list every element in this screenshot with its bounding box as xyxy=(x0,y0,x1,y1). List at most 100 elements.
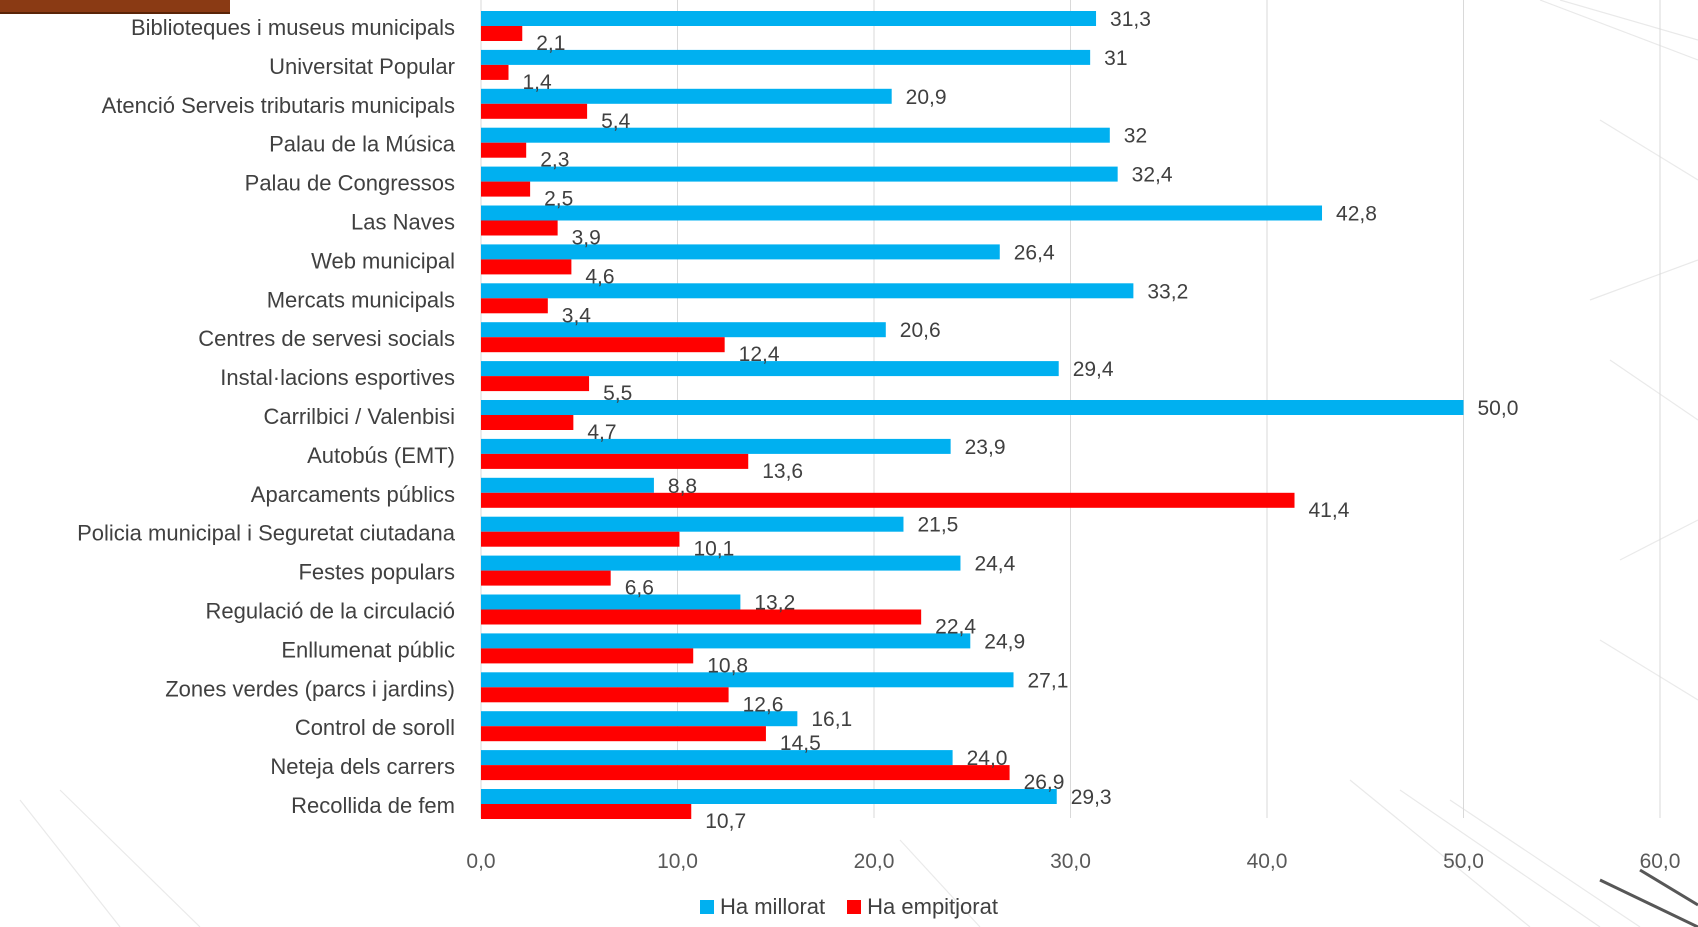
category-label: Zones verdes (parcs i jardins) xyxy=(165,676,455,701)
data-label-worsened: 13,6 xyxy=(762,460,803,483)
bar-worsened xyxy=(481,726,766,742)
legend-item-worsened: Ha empitjorat xyxy=(847,894,998,920)
data-label-worsened: 1,4 xyxy=(523,71,553,94)
legend-label-improved: Ha millorat xyxy=(720,894,826,919)
bar-improved xyxy=(481,322,886,338)
bar-worsened xyxy=(481,298,548,314)
data-label-improved: 16,1 xyxy=(811,708,852,731)
bar-improved xyxy=(481,750,953,766)
data-label-worsened: 3,4 xyxy=(562,304,592,327)
data-label-improved: 23,9 xyxy=(965,436,1006,459)
bar-worsened xyxy=(481,648,694,664)
x-tick-label: 0,0 xyxy=(466,850,495,873)
bars xyxy=(481,11,1464,819)
legend-swatch-worsened xyxy=(847,900,862,914)
data-label-improved: 13,2 xyxy=(754,592,795,615)
bar-improved xyxy=(481,516,904,532)
bar-improved xyxy=(481,361,1059,377)
category-label: Carrilbici / Valenbisi xyxy=(263,404,455,429)
logo-box xyxy=(0,0,230,14)
data-label-improved: 8,8 xyxy=(668,475,697,498)
data-label-worsened: 12,4 xyxy=(739,343,780,366)
category-label: Aparcaments públics xyxy=(251,482,455,507)
data-label-improved: 20,6 xyxy=(900,319,941,342)
category-label: Neteja dels carrers xyxy=(270,754,455,779)
data-label-worsened: 26,9 xyxy=(1024,771,1065,794)
bar-improved xyxy=(481,166,1118,182)
category-label: Mercats municipals xyxy=(267,287,455,312)
x-tick-label: 60,0 xyxy=(1640,850,1681,873)
bar-improved xyxy=(481,555,961,571)
bar-worsened xyxy=(481,415,574,430)
category-label: Policia municipal i Seguretat ciutadana xyxy=(77,521,456,546)
bar-worsened xyxy=(481,220,558,236)
x-tick-label: 30,0 xyxy=(1050,850,1091,873)
data-label-worsened: 10,7 xyxy=(705,810,746,833)
category-label: Universitat Popular xyxy=(269,54,455,79)
category-label: Palau de la Música xyxy=(269,132,456,157)
bar-improved xyxy=(481,283,1134,299)
legend-label-worsened: Ha empitjorat xyxy=(867,894,998,919)
bar-improved xyxy=(481,400,1464,415)
data-label-improved: 20,9 xyxy=(906,86,947,109)
bar-worsened xyxy=(481,181,531,197)
category-label: Centres de servesi socials xyxy=(198,326,455,351)
data-label-improved: 24,9 xyxy=(984,630,1025,653)
data-label-worsened: 4,7 xyxy=(587,421,616,444)
data-label-worsened: 3,9 xyxy=(572,227,601,250)
data-label-improved: 29,3 xyxy=(1071,786,1112,809)
data-label-worsened: 2,1 xyxy=(536,32,565,55)
category-label: Las Naves xyxy=(351,210,455,235)
category-label: Recollida de fem xyxy=(291,793,455,818)
data-label-improved: 21,5 xyxy=(917,514,958,537)
data-label-improved: 50,0 xyxy=(1478,397,1519,420)
bar-improved xyxy=(481,672,1014,688)
bar-improved xyxy=(481,477,654,493)
bar-worsened xyxy=(481,453,749,469)
bar-worsened xyxy=(481,687,729,703)
data-label-improved: 27,1 xyxy=(1028,669,1069,692)
bar-worsened xyxy=(481,804,692,819)
data-label-worsened: 14,5 xyxy=(780,732,821,755)
category-label: Regulació de la circulació xyxy=(206,599,455,624)
data-label-improved: 31,3 xyxy=(1110,8,1151,31)
bar-worsened xyxy=(481,376,590,392)
category-label: Palau de Congressos xyxy=(245,171,455,196)
legend-item-improved: Ha millorat xyxy=(700,894,825,920)
data-label-worsened: 10,8 xyxy=(707,654,748,677)
legend-swatch-improved xyxy=(700,900,714,914)
category-label: Autobús (EMT) xyxy=(307,443,455,468)
data-label-improved: 32,4 xyxy=(1132,164,1173,187)
data-label-worsened: 5,5 xyxy=(603,382,632,405)
data-label-worsened: 6,6 xyxy=(625,577,654,600)
x-tick-label: 50,0 xyxy=(1443,850,1484,873)
bar-improved xyxy=(481,594,741,610)
bar-improved xyxy=(481,438,951,454)
x-axis-ticks: 0,0 10,0 20,0 30,0 40,0 50,0 60,0 xyxy=(466,850,1680,873)
data-label-worsened: 4,6 xyxy=(585,265,614,288)
bar-worsened xyxy=(481,142,527,158)
bar-worsened xyxy=(481,570,611,586)
category-labels: Biblioteques i museus municipals Universi… xyxy=(77,15,456,818)
category-label: Enllumenat públic xyxy=(281,637,455,662)
legend: Ha millorat Ha empitjorat xyxy=(0,894,1698,920)
category-label: Instal·lacions esportives xyxy=(220,365,455,390)
bar-improved xyxy=(481,244,1000,260)
bar-improved xyxy=(481,205,1323,221)
data-label-improved: 24,4 xyxy=(974,553,1015,576)
category-label: Festes populars xyxy=(298,560,455,585)
bar-worsened xyxy=(481,26,523,41)
bar-worsened xyxy=(481,765,1010,781)
data-labels: 31,3 2,1 31 1,4 20,9 5,4 32 2,3 32,4 2,5 42,8 3,9 26… xyxy=(523,8,1519,833)
category-label: Control de soroll xyxy=(295,715,455,740)
category-label: Biblioteques i museus municipals xyxy=(131,15,455,40)
data-label-improved: 26,4 xyxy=(1014,241,1055,264)
bar-worsened xyxy=(481,259,572,275)
data-label-worsened: 2,5 xyxy=(544,188,573,211)
data-label-improved: 29,4 xyxy=(1073,358,1114,381)
category-label: Atenció Serveis tributaris municipals xyxy=(102,93,455,118)
bar-improved xyxy=(481,88,892,104)
bar-worsened xyxy=(481,64,509,80)
data-label-improved: 24,0 xyxy=(967,747,1008,770)
